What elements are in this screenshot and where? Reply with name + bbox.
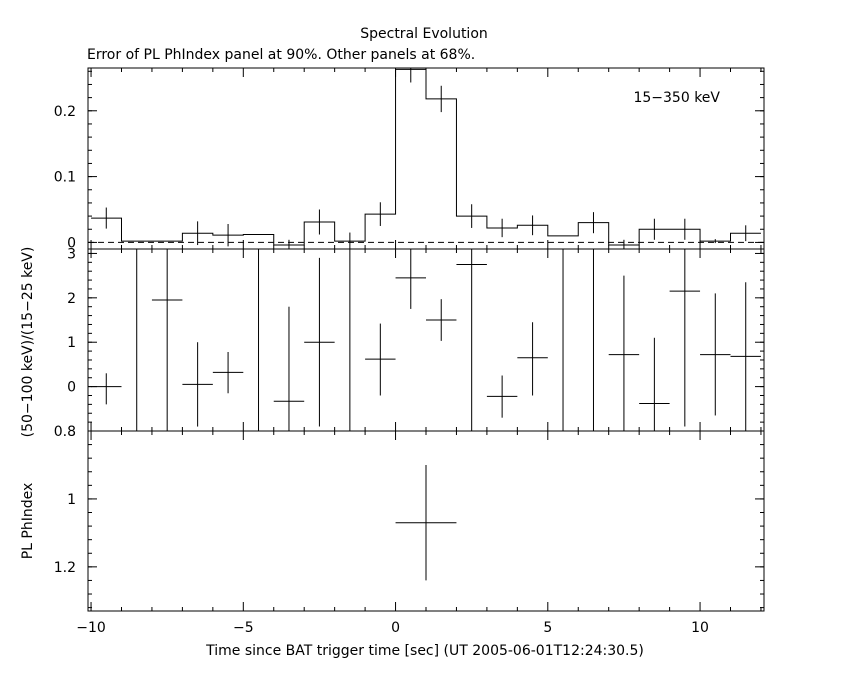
x-tick-label: 10 xyxy=(691,620,709,636)
hardness-ratio-axis-label: (50−100 keV)/(15−25 keV) xyxy=(20,247,36,438)
x-tick-label: −10 xyxy=(76,620,106,636)
count-rate-step-line xyxy=(91,68,761,246)
x-tick-label: −5 xyxy=(233,620,254,636)
chart-subtitle: Error of PL PhIndex panel at 90%. Other … xyxy=(87,47,475,63)
hardness-ratio-panel: 0 1 2 3 xyxy=(67,246,765,432)
chart-title: Spectral Evolution xyxy=(360,26,488,42)
y-tick-label: 0.8 xyxy=(54,424,76,440)
x-tick-label: 5 xyxy=(543,620,552,636)
y-tick-label: 2 xyxy=(67,291,76,307)
annotation-energy-band: 15−350 keV xyxy=(633,90,720,106)
photon-index-axis-label: PL PhIndex xyxy=(20,483,36,560)
x-tick-label: 0 xyxy=(391,620,400,636)
y-tick-label: 0.1 xyxy=(54,170,76,186)
y-tick-label: 1.2 xyxy=(54,560,76,576)
y-tick-label: 0.2 xyxy=(54,104,76,120)
y-tick-label: 0 xyxy=(67,235,76,251)
x-tick-labels: −10 −5 0 5 10 xyxy=(76,620,709,636)
photon-index-panel: 0.8 1 1.2 xyxy=(54,424,765,612)
y-tick-label: 1 xyxy=(67,335,76,351)
y-tick-label: 0 xyxy=(67,380,76,396)
y-tick-label: 3 xyxy=(67,246,76,262)
y-tick-label: 1 xyxy=(67,492,76,508)
x-axis-label: Time since BAT trigger time [sec] (UT 20… xyxy=(205,643,644,659)
